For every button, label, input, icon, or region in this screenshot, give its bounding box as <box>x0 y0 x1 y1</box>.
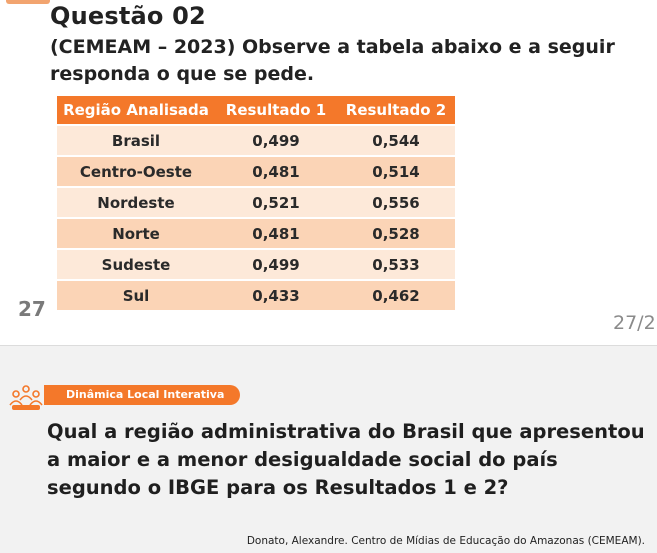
table-row: Centro-Oeste 0,481 0,514 <box>57 156 455 188</box>
credit-line: Donato, Alexandre. Centro de Mídias de E… <box>246 535 645 547</box>
section-divider <box>0 345 657 346</box>
table-row: Sudeste 0,499 0,533 <box>57 249 455 281</box>
question-title: Questão 02 <box>50 2 206 30</box>
accent-tab <box>6 0 50 4</box>
region-cell: Norte <box>57 218 215 250</box>
table-row: Norte 0,481 0,528 <box>57 218 455 250</box>
result-1-cell: 0,481 <box>215 218 337 250</box>
result-2-cell: 0,528 <box>337 218 455 250</box>
page-number-left: 27 <box>18 297 46 321</box>
results-table: Região Analisada Resultado 1 Resultado 2… <box>57 96 455 312</box>
table-row: Brasil 0,499 0,544 <box>57 125 455 157</box>
result-2-cell: 0,556 <box>337 187 455 219</box>
result-2-cell: 0,544 <box>337 125 455 157</box>
region-cell: Brasil <box>57 125 215 157</box>
result-2-cell: 0,462 <box>337 280 455 312</box>
header-region: Região Analisada <box>57 96 215 126</box>
page-number-right: 27/2 <box>613 312 656 334</box>
result-1-cell: 0,521 <box>215 187 337 219</box>
activity-badge: Dinâmica Local Interativa <box>44 385 241 405</box>
region-cell: Nordeste <box>57 187 215 219</box>
table-row: Nordeste 0,521 0,556 <box>57 187 455 219</box>
region-cell: Sul <box>57 280 215 312</box>
header-result-2: Resultado 2 <box>337 96 455 126</box>
result-2-cell: 0,514 <box>337 156 455 188</box>
region-cell: Centro-Oeste <box>57 156 215 188</box>
group-people-icon <box>9 385 43 410</box>
result-2-cell: 0,533 <box>337 249 455 281</box>
table-row: Sul 0,433 0,462 <box>57 280 455 312</box>
result-1-cell: 0,499 <box>215 249 337 281</box>
main-question: Qual a região administrativa do Brasil q… <box>47 420 645 499</box>
region-cell: Sudeste <box>57 249 215 281</box>
result-1-cell: 0,499 <box>215 125 337 157</box>
header-result-1: Resultado 1 <box>215 96 337 126</box>
table-header-row: Região Analisada Resultado 1 Resultado 2 <box>57 96 455 126</box>
result-1-cell: 0,433 <box>215 280 337 312</box>
question-text: (CEMEAM – 2023) Observe a tabela abaixo … <box>50 36 615 85</box>
result-1-cell: 0,481 <box>215 156 337 188</box>
